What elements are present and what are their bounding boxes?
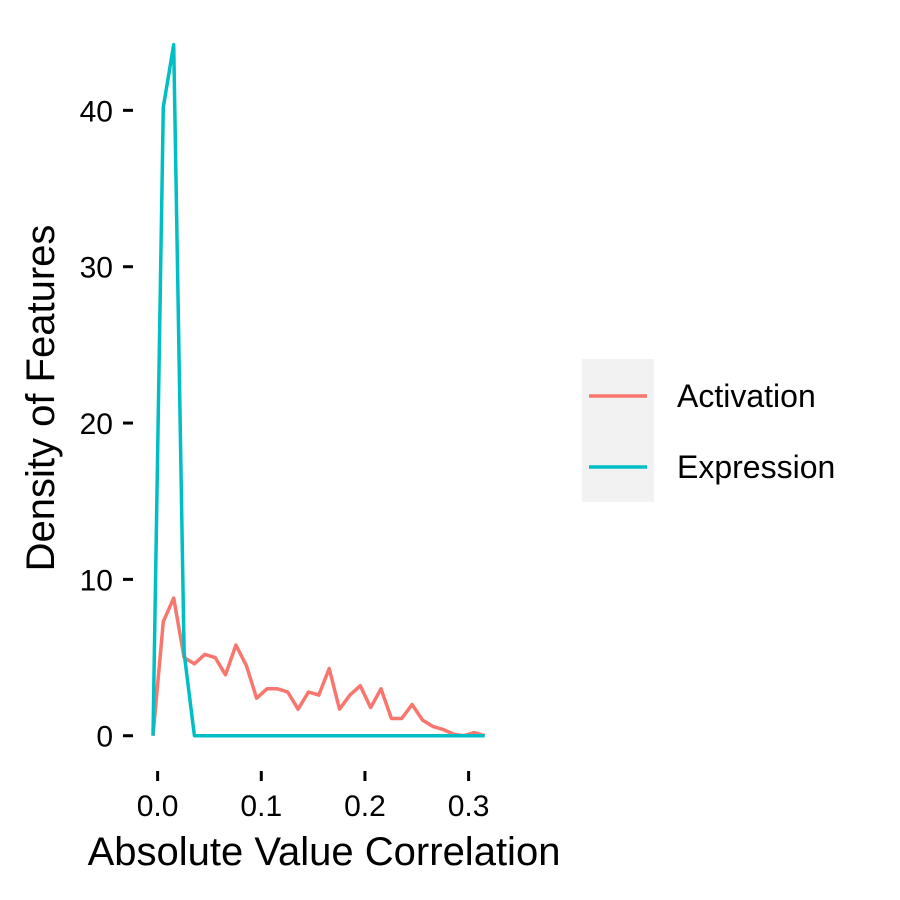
y-tick-label: 40 — [80, 95, 113, 128]
y-tick-label: 10 — [80, 564, 113, 597]
series-line-activation — [151, 596, 486, 738]
x-tick-label: 0.1 — [240, 790, 282, 823]
y-tick-label: 20 — [80, 408, 113, 441]
y-tick-label: 0 — [96, 721, 113, 754]
x-tick-label: 0.2 — [344, 790, 386, 823]
legend: Activation Expression — [582, 359, 835, 502]
legend-label-activation: Activation — [677, 378, 816, 414]
legend-key-background — [582, 359, 654, 502]
x-tick-label: 0.3 — [448, 790, 490, 823]
y-axis-title: Density of Features — [19, 225, 63, 572]
legend-label-expression: Expression — [677, 449, 835, 485]
y-tick-label: 30 — [80, 252, 113, 285]
x-axis-title: Absolute Value Correlation — [88, 830, 561, 874]
series-line-expression — [151, 42, 485, 738]
series-lines — [151, 42, 486, 738]
x-tick-label: 0.0 — [137, 790, 179, 823]
axes: 0 10 20 30 40 0.0 0.1 0.2 0.3 — [80, 95, 490, 823]
